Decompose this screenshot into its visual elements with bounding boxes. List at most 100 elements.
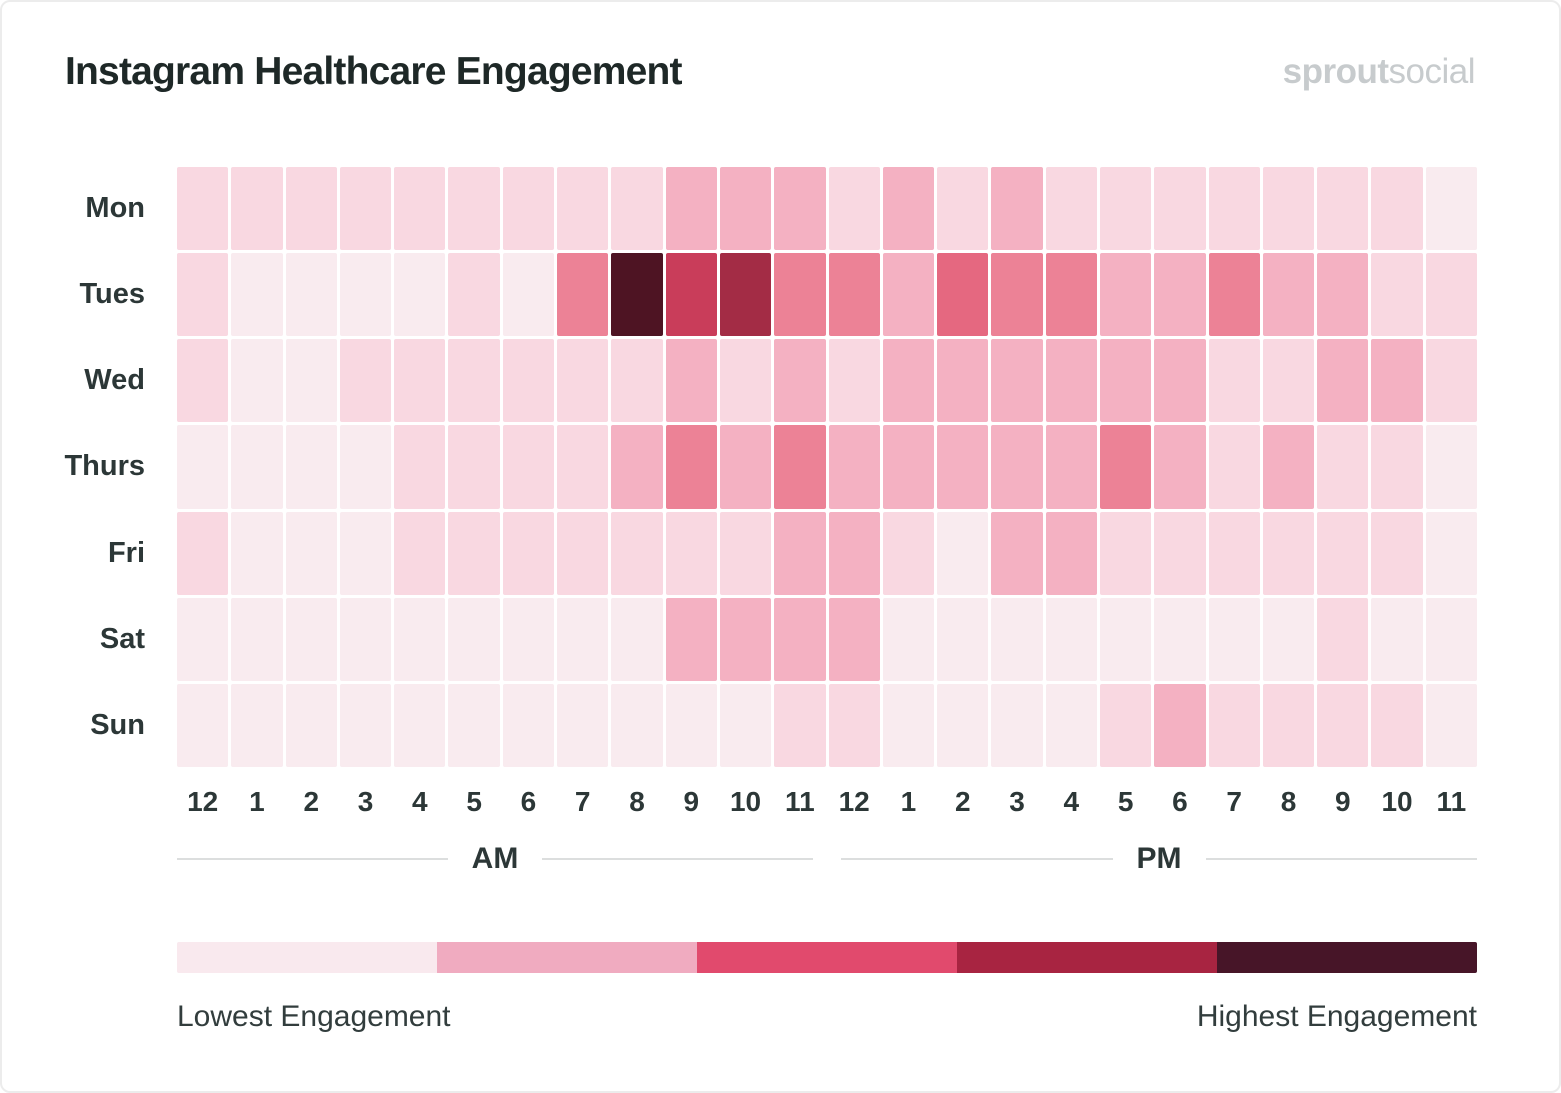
heatmap-cell-wed-12pm: [828, 339, 880, 423]
heatmap-cell-fri-2pm: [937, 511, 989, 595]
hour-label-10pm: 10: [1381, 786, 1413, 817]
am-divider: AM: [177, 840, 813, 878]
heatmap-cell-mon-6pm: [1154, 167, 1206, 251]
legend-segment-2: [437, 942, 697, 973]
hour-label-4pm: 4: [1063, 786, 1080, 817]
heatmap-cell-tues-12am: [177, 253, 229, 337]
heatmap-cell-tues-6am: [502, 253, 555, 337]
heatmap-cell-sun-4am: [394, 683, 446, 767]
heatmap-cell-sun-1am: [231, 683, 283, 767]
heatmap-cell-sun-10am: [719, 683, 772, 767]
heatmap-cell-fri-1am: [231, 511, 283, 595]
heatmap-cell-sun-4pm: [1045, 683, 1097, 767]
heatmap-cell-mon-4am: [394, 167, 446, 251]
heatmap-cell-mon-11am: [774, 167, 826, 251]
heatmap-cell-sun-12pm: [828, 683, 880, 767]
heatmap-cell-fri-7am: [557, 511, 609, 595]
heatmap-cell-mon-9pm: [1317, 167, 1369, 251]
heatmap-cell-wed-12am: [177, 339, 229, 423]
logo-sprout: sprout: [1282, 52, 1389, 91]
heatmap-cell-wed-8pm: [1262, 339, 1315, 423]
hour-label-7am: 7: [574, 786, 591, 817]
hour-label-6pm: 6: [1172, 786, 1188, 817]
heatmap-cell-thurs-7am: [557, 425, 609, 509]
heatmap-cell-thurs-1pm: [882, 425, 935, 509]
heatmap-cell-sat-1am: [231, 597, 283, 681]
heatmap-cell-tues-4pm: [1045, 253, 1097, 337]
heatmap-cell-tues-10am: [719, 253, 772, 337]
hour-label-9am: 9: [683, 786, 700, 817]
heatmap-cell-sat-4am: [394, 597, 446, 681]
heatmap-cell-sat-2am: [285, 597, 337, 681]
heatmap-cell-fri-9am: [665, 511, 717, 595]
hour-label-11am: 11: [785, 786, 815, 817]
heatmap-cell-wed-2am: [285, 339, 337, 423]
heatmap-cell-mon-12am: [177, 167, 229, 251]
heatmap-cell-tues-11am: [774, 253, 826, 337]
am-label: AM: [471, 842, 519, 875]
heatmap-cell-tues-11pm: [1425, 253, 1477, 337]
heatmap-cell-mon-12pm: [828, 167, 880, 251]
heatmap-cell-thurs-12am: [177, 425, 229, 509]
heatmap-cell-mon-9am: [665, 167, 717, 251]
heatmap-cell-wed-6pm: [1154, 339, 1206, 423]
heatmap-cell-mon-10am: [719, 167, 772, 251]
hour-label-1pm: 1: [900, 786, 917, 817]
day-label-sun: Sun: [90, 708, 145, 741]
heatmap-cell-thurs-3am: [339, 425, 392, 509]
heatmap-cell-thurs-2pm: [937, 425, 989, 509]
heatmap-cell-fri-1pm: [882, 511, 935, 595]
y-axis-day-labels: Mon Tues Wed Thurs Fri Sat Sun: [2, 167, 145, 767]
day-label-wed: Wed: [84, 364, 145, 397]
heatmap-cell-sat-1pm: [882, 597, 935, 681]
hour-label-5pm: 5: [1117, 786, 1134, 817]
heatmap-cell-wed-5pm: [1099, 339, 1152, 423]
heatmap-cell-thurs-9pm: [1317, 425, 1369, 509]
am-rule-right: [542, 858, 813, 860]
heatmap-cell-sat-8pm: [1262, 597, 1315, 681]
heatmap-cell-fri-8am: [611, 511, 663, 595]
page-title: Instagram Healthcare Engagement: [65, 50, 683, 93]
hour-label-2pm: 2: [954, 786, 971, 817]
heatmap-cell-thurs-10pm: [1371, 425, 1423, 509]
heatmap-cell-fri-10am: [719, 511, 772, 595]
heatmap-cell-sun-1pm: [882, 683, 935, 767]
heatmap-cell-wed-6am: [502, 339, 555, 423]
heatmap-cell-tues-3am: [339, 253, 392, 337]
heatmap-cell-fri-11am: [774, 511, 826, 595]
logo-social: social: [1388, 52, 1476, 91]
heatmap-cell-tues-2pm: [937, 253, 989, 337]
legend-segment-1: [177, 942, 437, 973]
heatmap-cell-wed-3pm: [991, 339, 1043, 423]
day-label-thurs: Thurs: [64, 450, 145, 483]
x-axis-hour-labels: 12 1 2 3 4 5 6 7 8 9 10 11 12 1 2 3 4 5 6 7 8 9 10 11: [177, 786, 1477, 818]
heatmap-cell-sun-3pm: [991, 683, 1043, 767]
legend-segment-5: [1217, 942, 1477, 973]
heatmap-cell-thurs-9am: [665, 425, 717, 509]
heatmap-cell-wed-1pm: [882, 339, 935, 423]
hour-label-1am: 1: [249, 786, 265, 817]
heatmap-cell-wed-10am: [719, 339, 772, 423]
header: Instagram Healthcare Engagement sproutso…: [2, 2, 1559, 94]
legend-gradient-bar: [177, 942, 1477, 973]
heatmap-cell-mon-2am: [285, 167, 337, 251]
hour-label-3am: 3: [357, 786, 374, 817]
heatmap-cell-sun-11pm: [1425, 683, 1477, 767]
heatmap-cell-tues-8pm: [1262, 253, 1315, 337]
hour-label-6am: 6: [520, 786, 537, 817]
heatmap-grid: [177, 167, 1477, 767]
heatmap-cell-mon-3pm: [991, 167, 1043, 251]
heatmap-cell-tues-9pm: [1317, 253, 1369, 337]
heatmap-cell-sun-11am: [774, 683, 826, 767]
heatmap-cell-sun-12am: [177, 683, 229, 767]
heatmap-cell-sun-7am: [557, 683, 609, 767]
heatmap-cell-wed-4pm: [1045, 339, 1097, 423]
heatmap-cell-wed-2pm: [937, 339, 989, 423]
heatmap-cell-sun-8pm: [1262, 683, 1315, 767]
heatmap-cell-thurs-5pm: [1099, 425, 1152, 509]
heatmap-cell-fri-3am: [339, 511, 392, 595]
heatmap-cell-sat-7am: [557, 597, 609, 681]
hour-label-12am: 12: [187, 786, 219, 817]
hour-label-12pm: 12: [838, 786, 870, 817]
